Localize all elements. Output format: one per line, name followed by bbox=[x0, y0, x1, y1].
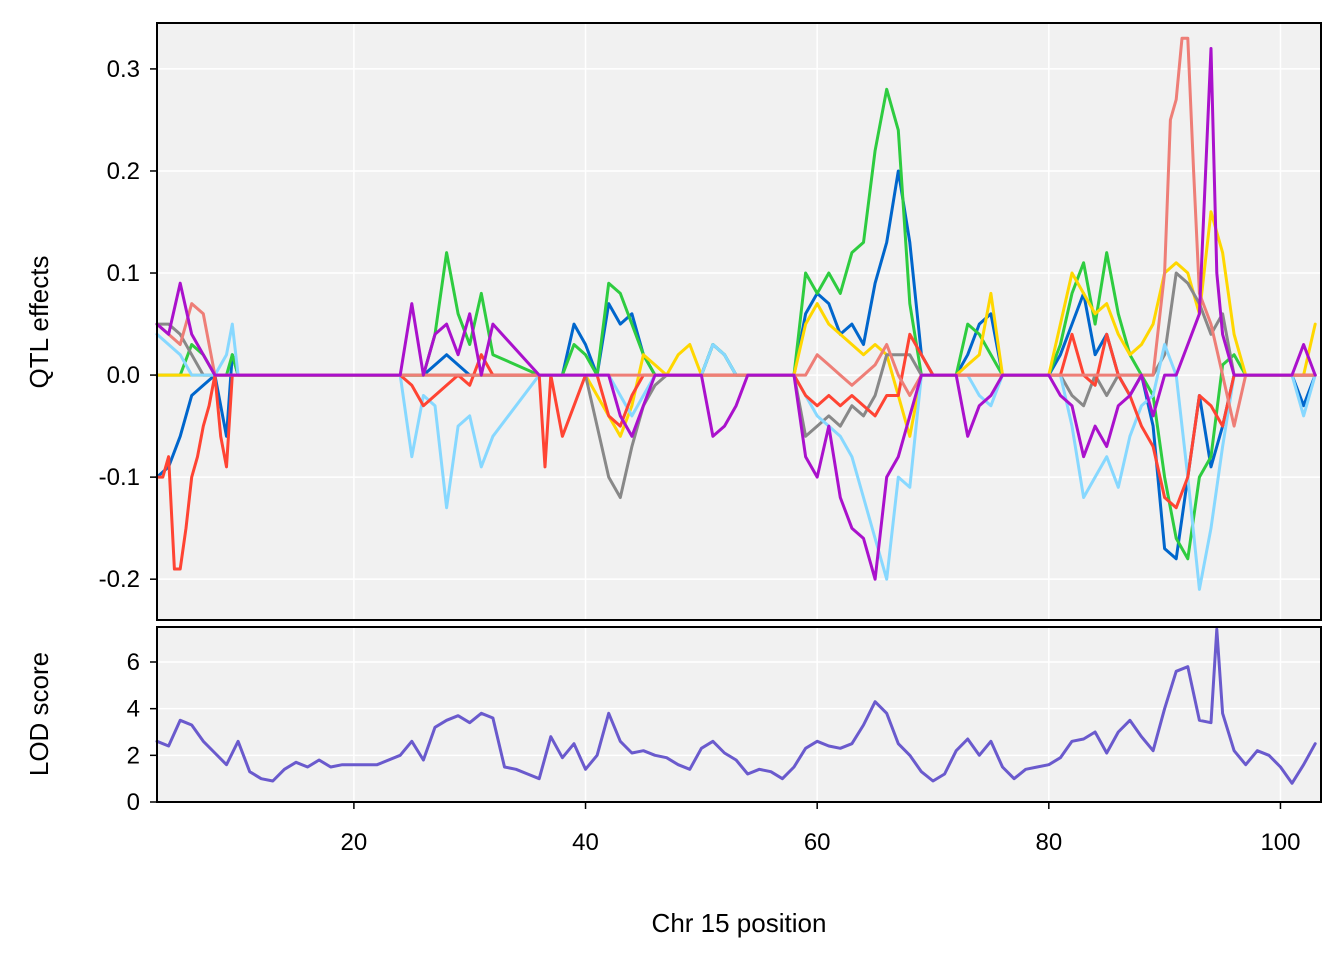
x-tick-label: 100 bbox=[1260, 829, 1300, 856]
effects-y-axis-title: QTL effects bbox=[24, 256, 54, 389]
lod-y-axis-title: LOD score bbox=[24, 652, 54, 776]
lod-series-group bbox=[155, 627, 1317, 785]
lod-y-tick-label: 0 bbox=[127, 789, 140, 816]
effects-y-tick-label: 0.1 bbox=[107, 260, 140, 287]
lod-panel-frame bbox=[156, 626, 1322, 803]
x-tick-label: 80 bbox=[1035, 829, 1062, 856]
effects-series-line-1 bbox=[155, 87, 1317, 561]
lod-y-ticks: 0 2 4 6 bbox=[127, 649, 157, 816]
x-tick-label: 40 bbox=[572, 829, 599, 856]
effects-series-group bbox=[155, 36, 1317, 591]
effects-panel-frame bbox=[156, 22, 1322, 621]
lod-y-tick-label: 6 bbox=[127, 649, 140, 676]
lod-panel-background bbox=[157, 627, 1321, 802]
lod-y-tick-label: 2 bbox=[127, 742, 140, 769]
effects-y-tick-label: 0.3 bbox=[107, 56, 140, 83]
effects-series-line-7 bbox=[155, 47, 1317, 581]
x-ticks: 20 40 60 80 100 bbox=[341, 802, 1300, 856]
x-axis-title: Chr 15 position bbox=[652, 908, 827, 938]
lod-series-line-0 bbox=[155, 627, 1317, 785]
effects-y-tick-label: -0.1 bbox=[99, 464, 140, 491]
x-tick-label: 20 bbox=[341, 829, 368, 856]
x-tick-label: 60 bbox=[804, 829, 831, 856]
lod-y-tick-label: 4 bbox=[127, 696, 140, 723]
effects-series-line-6 bbox=[155, 36, 1317, 428]
effects-panel: -0.2 -0.1 0.0 0.1 0.2 0.3 QTL effects bbox=[24, 22, 1322, 621]
effects-grid bbox=[157, 23, 1321, 620]
effects-y-ticks: -0.2 -0.1 0.0 0.1 0.2 0.3 bbox=[99, 56, 157, 593]
effects-panel-background bbox=[157, 23, 1321, 620]
effects-y-tick-label: 0.0 bbox=[107, 362, 140, 389]
effects-y-tick-label: -0.2 bbox=[99, 566, 140, 593]
effects-y-tick-label: 0.2 bbox=[107, 158, 140, 185]
lod-panel: 0 2 4 6 LOD score bbox=[24, 626, 1322, 816]
